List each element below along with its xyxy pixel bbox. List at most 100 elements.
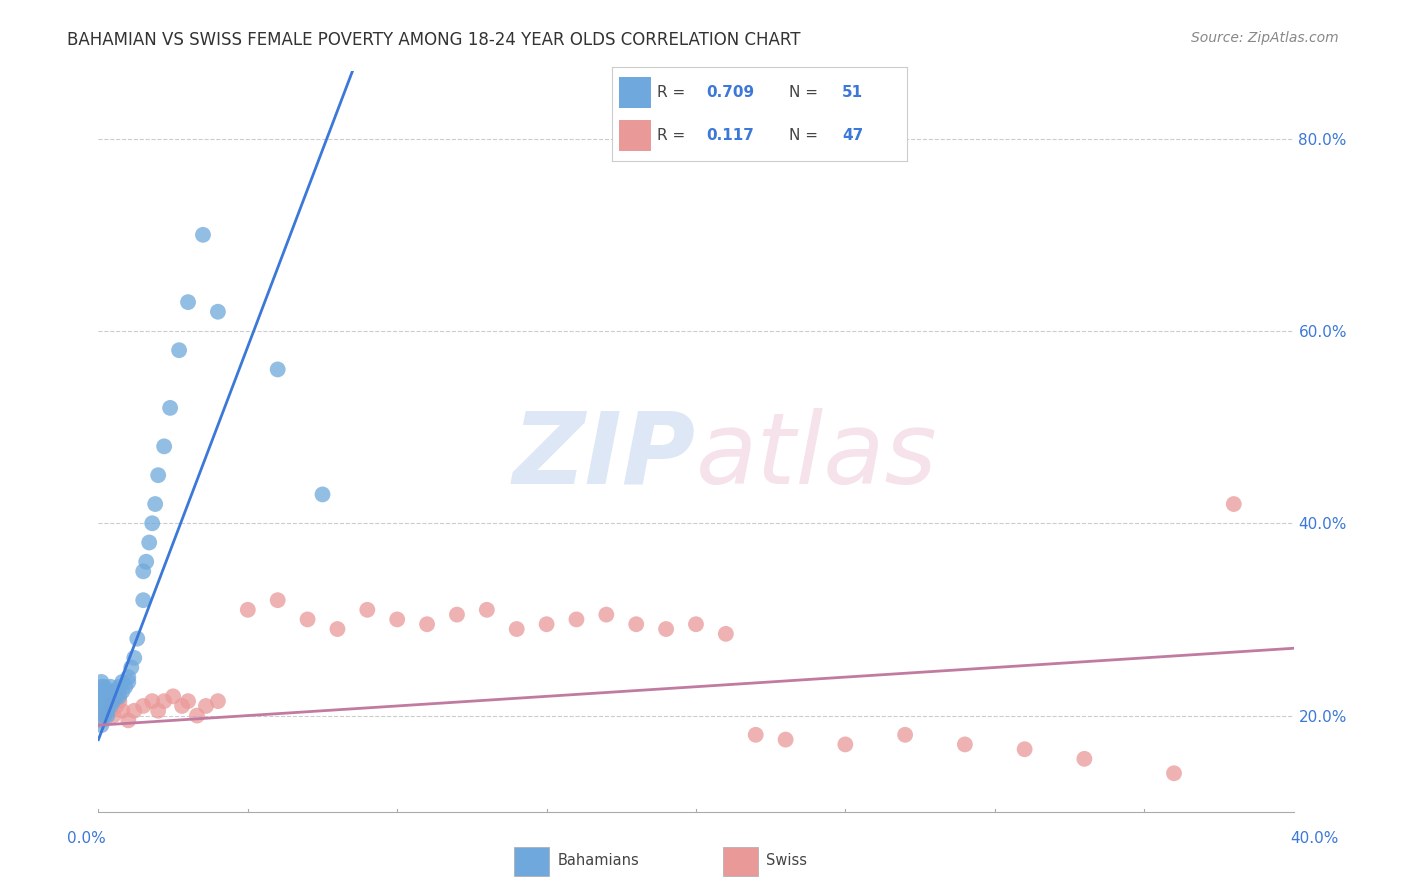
Point	[96, 698, 118, 713]
Point	[90, 714, 112, 728]
Point	[93, 708, 115, 723]
Point	[98, 690, 122, 704]
Point	[105, 684, 128, 698]
Point	[236, 603, 259, 617]
Point	[90, 690, 112, 704]
Text: R =: R =	[658, 128, 696, 143]
Point	[103, 708, 125, 723]
Point	[186, 708, 208, 723]
Point	[626, 617, 648, 632]
Point	[98, 694, 122, 708]
Text: 0.709: 0.709	[706, 85, 754, 100]
Point	[108, 680, 131, 694]
Point	[135, 555, 157, 569]
Point	[167, 343, 190, 358]
Text: atlas: atlas	[696, 408, 938, 505]
Point	[105, 698, 128, 713]
Point	[153, 439, 176, 453]
Point	[93, 698, 115, 713]
Text: Bahamians: Bahamians	[557, 854, 640, 868]
Point	[132, 593, 155, 607]
Point	[93, 708, 115, 723]
Point	[745, 728, 768, 742]
Text: 0.117: 0.117	[706, 128, 754, 143]
Point	[127, 632, 149, 646]
Point	[385, 612, 409, 626]
Point	[117, 714, 139, 728]
Point	[90, 704, 112, 718]
FancyBboxPatch shape	[723, 847, 758, 876]
Point	[111, 684, 134, 698]
Point	[153, 694, 176, 708]
Point	[297, 612, 319, 626]
Text: R =: R =	[658, 85, 690, 100]
Point	[191, 227, 214, 242]
Point	[1223, 497, 1246, 511]
Point	[90, 674, 112, 689]
Point	[96, 704, 118, 718]
Point	[96, 694, 118, 708]
Point	[93, 684, 115, 698]
Point	[108, 690, 131, 704]
Text: 0.0%: 0.0%	[67, 831, 107, 847]
Point	[207, 694, 229, 708]
Point	[103, 690, 125, 704]
Point	[267, 593, 290, 607]
FancyBboxPatch shape	[619, 78, 651, 108]
Point	[105, 690, 128, 704]
Point	[143, 497, 166, 511]
FancyBboxPatch shape	[619, 120, 651, 152]
Text: 40.0%: 40.0%	[1291, 831, 1339, 847]
Text: 51: 51	[842, 85, 863, 100]
Point	[195, 698, 218, 713]
Point	[953, 738, 976, 752]
Point	[326, 622, 349, 636]
Point	[90, 694, 112, 708]
Point	[685, 617, 707, 632]
Point	[655, 622, 678, 636]
Point	[108, 694, 131, 708]
Point	[98, 704, 122, 718]
Point	[172, 698, 194, 713]
Point	[138, 535, 160, 549]
Point	[536, 617, 558, 632]
Text: Source: ZipAtlas.com: Source: ZipAtlas.com	[1191, 31, 1339, 45]
Point	[1163, 766, 1185, 780]
Point	[894, 728, 917, 742]
Point	[96, 708, 118, 723]
Point	[90, 684, 112, 698]
Point	[98, 680, 122, 694]
Point	[148, 704, 170, 718]
Point	[595, 607, 617, 622]
Point	[565, 612, 588, 626]
Point	[775, 732, 797, 747]
Point	[1014, 742, 1036, 756]
Text: 47: 47	[842, 128, 863, 143]
Point	[267, 362, 290, 376]
Point	[120, 660, 142, 674]
Point	[111, 704, 134, 718]
Point	[141, 694, 163, 708]
Point	[114, 680, 136, 694]
Point	[124, 704, 146, 718]
Point	[159, 401, 181, 415]
Point	[93, 694, 115, 708]
FancyBboxPatch shape	[515, 847, 550, 876]
Point	[93, 690, 115, 704]
Text: Swiss: Swiss	[766, 854, 807, 868]
Point	[96, 684, 118, 698]
Point	[162, 690, 184, 704]
Text: BAHAMIAN VS SWISS FEMALE POVERTY AMONG 18-24 YEAR OLDS CORRELATION CHART: BAHAMIAN VS SWISS FEMALE POVERTY AMONG 1…	[67, 31, 801, 49]
Point	[416, 617, 439, 632]
Point	[132, 698, 155, 713]
Text: ZIP: ZIP	[513, 408, 696, 505]
Point	[132, 565, 155, 579]
Point	[1073, 752, 1095, 766]
Point	[141, 516, 163, 531]
Point	[98, 694, 122, 708]
Point	[117, 670, 139, 684]
Point	[124, 651, 146, 665]
Point	[475, 603, 498, 617]
Point	[506, 622, 529, 636]
Point	[90, 680, 112, 694]
